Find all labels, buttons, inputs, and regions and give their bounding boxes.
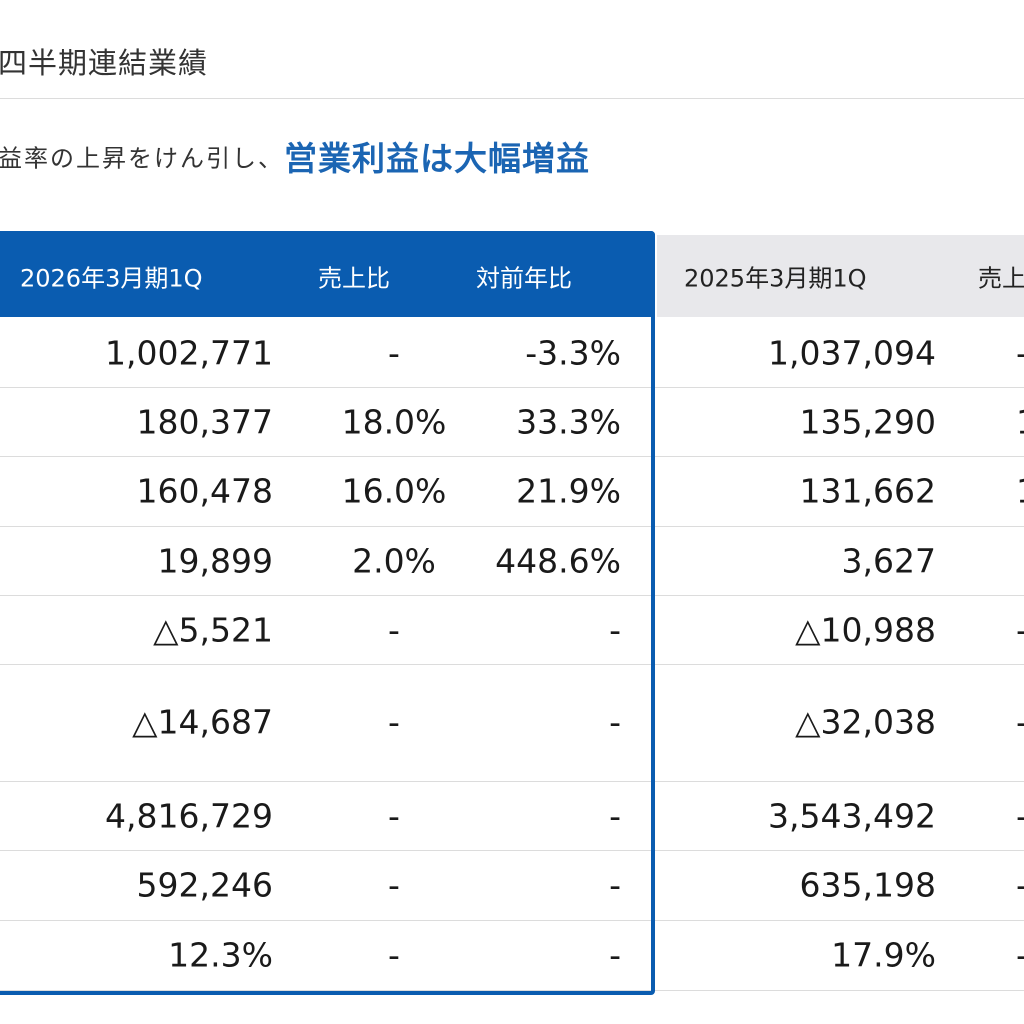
row-divider (0, 920, 1024, 921)
current-value-cell: 4,816,729 (105, 796, 273, 836)
previous-ratio-cell: - (1016, 866, 1024, 905)
current-ratio-cell: - (388, 610, 400, 650)
row-divider (0, 664, 1024, 665)
current-ratio-cell: - (388, 702, 400, 742)
lead-plain-text: 益率の上昇をけん引し、 (0, 144, 284, 173)
current-yoy-cell: - (609, 935, 621, 975)
page-title: 四半期連結業績 (0, 46, 209, 80)
current-yoy-cell: - (609, 865, 621, 905)
row-divider (0, 456, 1024, 457)
previous-value-cell: 135,290 (799, 402, 936, 442)
current-yoy-cell: 21.9% (516, 471, 621, 511)
previous-value-cell: 17.9% (831, 935, 936, 975)
current-yoy-cell: -3.3% (525, 333, 621, 373)
current-value-cell: 592,246 (136, 865, 273, 905)
previous-ratio-cell: 1 (1016, 403, 1024, 442)
current-period-heading: 2026年3月期1Q (20, 264, 203, 293)
current-yoy-cell: 33.3% (516, 402, 621, 442)
current-ratio-cell: - (388, 796, 400, 836)
current-ratio-cell: - (388, 865, 400, 905)
row-divider (0, 595, 1024, 596)
previous-ratio-cell: - (1016, 703, 1024, 742)
previous-value-cell: 3,627 (841, 541, 936, 581)
current-ratio-cell: - (388, 935, 400, 975)
row-divider (0, 781, 1024, 782)
row-divider (0, 990, 1024, 991)
current-yoy-cell: - (609, 796, 621, 836)
previous-ratio-cell: - (1016, 611, 1024, 650)
current-value-cell: 180,377 (136, 402, 273, 442)
previous-value-cell: 1,037,094 (768, 333, 936, 373)
previous-period-heading: 2025年3月期1Q (684, 264, 867, 293)
current-ratio-heading: 売上比 (318, 264, 390, 293)
title-divider (0, 98, 1024, 99)
previous-period-header-bg (657, 235, 1024, 317)
current-yoy-cell: 448.6% (495, 541, 621, 581)
current-yoy-cell: - (609, 610, 621, 650)
current-ratio-cell: 18.0% (341, 402, 447, 442)
current-ratio-cell: 2.0% (352, 541, 436, 581)
row-divider (0, 526, 1024, 527)
previous-ratio-heading: 売上 (978, 264, 1024, 293)
previous-value-cell: 3,543,492 (768, 796, 936, 836)
current-value-cell: 1,002,771 (105, 333, 273, 373)
current-value-cell: 160,478 (136, 471, 273, 511)
previous-value-cell: 635,198 (799, 865, 936, 905)
previous-value-cell: 131,662 (799, 471, 936, 511)
previous-ratio-cell: 1 (1016, 472, 1024, 511)
current-ratio-cell: - (388, 333, 400, 373)
current-value-cell: △5,521 (153, 610, 273, 650)
current-value-cell: 12.3% (168, 935, 273, 975)
lead-sentence: 益率の上昇をけん引し、営業利益は大幅増益 (0, 132, 590, 180)
lead-emphasis-text: 営業利益は大幅増益 (284, 139, 590, 178)
previous-value-cell: △32,038 (795, 702, 936, 742)
previous-value-cell: △10,988 (795, 610, 936, 650)
current-ratio-cell: 16.0% (341, 471, 447, 511)
row-divider (0, 387, 1024, 388)
current-yoy-cell: - (609, 702, 621, 742)
row-divider (0, 850, 1024, 851)
previous-ratio-cell: - (1016, 334, 1024, 373)
previous-ratio-cell: - (1016, 936, 1024, 975)
current-value-cell: 19,899 (157, 541, 273, 581)
current-yoy-heading: 対前年比 (476, 264, 572, 293)
current-value-cell: △14,687 (132, 702, 273, 742)
previous-ratio-cell: - (1016, 797, 1024, 836)
current-period-header-bg (0, 231, 655, 317)
